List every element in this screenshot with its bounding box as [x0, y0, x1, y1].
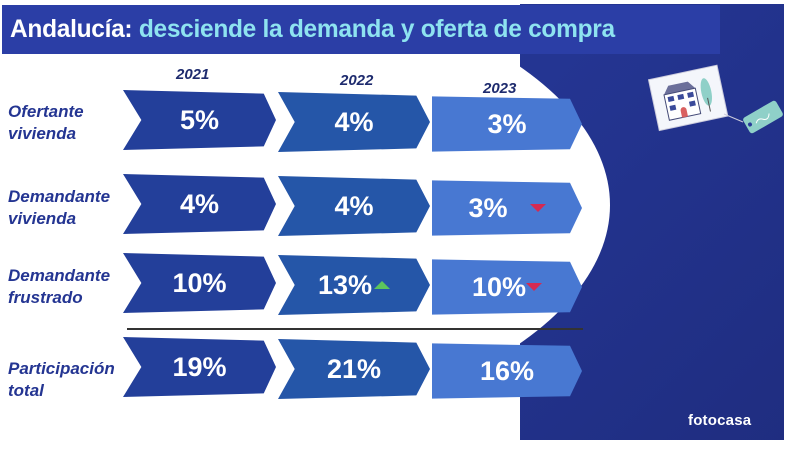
- title-highlight: desciende la demanda y oferta de compra: [138, 15, 615, 43]
- trend-down-icon: [529, 204, 546, 212]
- trend-down-icon: [526, 283, 543, 291]
- chevron-2021: 10%: [123, 253, 276, 313]
- value: 4%: [179, 188, 220, 219]
- row-label-ofertante-vivienda: Ofertante vivienda: [8, 101, 84, 145]
- value: 5%: [179, 104, 220, 135]
- row-label-line2: vivienda: [8, 209, 77, 228]
- row-label-line1: Demandante: [8, 187, 111, 206]
- value: 16%: [479, 355, 535, 386]
- year-header-2022: 2022: [340, 72, 374, 89]
- chevron-2021: 4%: [123, 174, 276, 234]
- value: 13%: [317, 269, 373, 300]
- value: 19%: [172, 351, 227, 382]
- chevron-2022: 4%: [278, 92, 430, 152]
- chevron-2023: 10%: [432, 259, 582, 315]
- chevron-2023: 3%: [432, 180, 582, 236]
- chevron-2023: 3%: [432, 96, 582, 152]
- separator-line: [127, 328, 583, 330]
- row-label-demandante-frustrado: Demandante frustrado: [8, 265, 110, 309]
- page-title: Andalucía: desciende la demanda y oferta…: [10, 15, 615, 44]
- chevron-2022: 4%: [278, 176, 430, 236]
- chevron-2021: 19%: [123, 337, 276, 397]
- year-header-2021: 2021: [176, 66, 210, 83]
- row-label-line1: Ofertante: [8, 102, 84, 121]
- house-card-with-price-tag-icon: [648, 64, 783, 134]
- top-border: [0, 0, 792, 4]
- year-header-2023: 2023: [483, 80, 517, 97]
- row-label-demandante-vivienda: Demandante vivienda: [8, 186, 110, 230]
- chevron-2023: 16%: [432, 343, 582, 399]
- value: 3%: [487, 108, 527, 139]
- value: 4%: [334, 190, 374, 221]
- row-label-line1: Demandante: [8, 266, 111, 285]
- value: 4%: [334, 106, 374, 137]
- row-label-line1: Participación: [8, 359, 115, 378]
- row-label-line2: total: [8, 381, 44, 400]
- value: 21%: [326, 353, 382, 384]
- row-label-line2: vivienda: [8, 124, 77, 143]
- row-label-participacion-total: Participación total: [8, 358, 115, 402]
- chevron-2021: 5%: [123, 90, 276, 150]
- value: 10%: [471, 271, 527, 302]
- row-label-line2: frustrado: [8, 288, 83, 307]
- title-bar: Andalucía: desciende la demanda y oferta…: [2, 5, 720, 54]
- chevron-2022: 21%: [278, 339, 430, 399]
- chevron-2022: 13%: [278, 255, 430, 315]
- trend-up-icon: [374, 281, 391, 289]
- right-border: [784, 0, 792, 443]
- bottom-border: [0, 440, 792, 443]
- value: 10%: [172, 267, 227, 298]
- fotocasa-logo: fotocasa: [688, 412, 752, 429]
- value: 3%: [468, 192, 508, 223]
- title-prefix: Andalucía:: [10, 15, 133, 43]
